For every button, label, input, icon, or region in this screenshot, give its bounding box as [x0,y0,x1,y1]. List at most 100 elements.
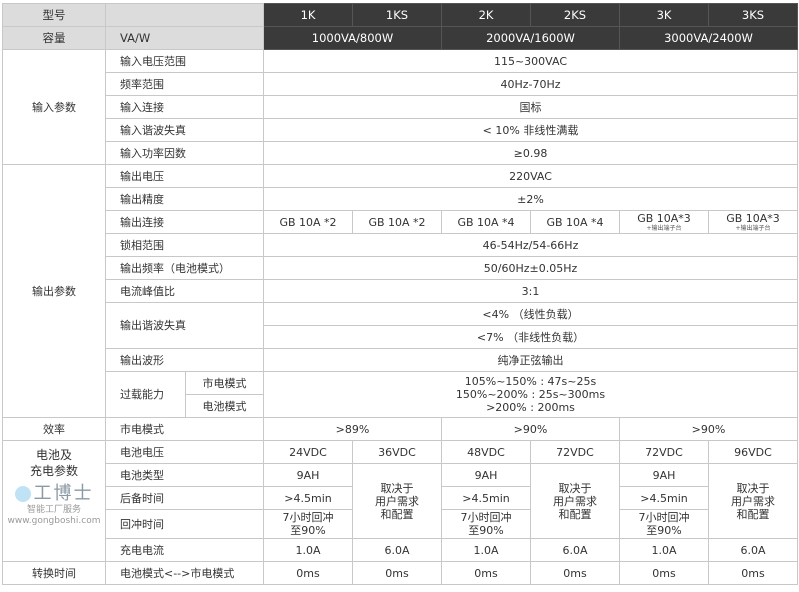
capacity-2k: 2000VA/1600W [441,26,620,50]
row-label: 输入电压范围 [105,49,264,73]
cell: 0ms [708,561,798,585]
model-3k: 3K [619,3,709,27]
capacity-row: 容量 VA/W 1000VA/800W 2000VA/1600W 3000VA/… [2,26,798,50]
row-value: <4% （线性负载） [263,302,798,326]
cell: GB 10A *2 [263,210,353,234]
cell: 9AH [263,463,353,487]
cell-line: 7小时回冲 [282,511,334,524]
cell: >90% [441,417,620,441]
custom-line: 取决于 [558,481,592,495]
cell-line: 至90% [468,524,504,537]
custom-cell: 取决于 用户需求 和配置 [530,463,620,539]
output-group: 输出参数 [2,164,106,418]
cell: 6.0A [530,538,620,562]
row-label: 电池电压 [105,440,264,464]
cell: 0ms [441,561,531,585]
row-label: 输出谐波失真 [105,302,264,349]
watermark: 工博士 智能工厂服务 www.gongboshi.com [3,483,105,527]
row-label: 电池类型 [105,463,264,487]
cell-line: 至90% [290,524,326,537]
cell: >4.5min [619,486,709,510]
cell: 0ms [263,561,353,585]
custom-cell: 取决于 用户需求 和配置 [708,463,798,539]
row-label: 频率范围 [105,72,264,96]
cell-note: +输出端子台 [646,225,682,232]
cell: 6.0A [352,538,442,562]
custom-line: 和配置 [380,507,414,521]
row-label: 输出波形 [105,348,264,372]
overload-mode: 电池模式 [185,394,264,418]
overload-line: 105%~150% : 47s~25s [464,375,597,388]
cell: 0ms [619,561,709,585]
overload-mode: 市电模式 [185,371,264,395]
row-label: 输入功率因数 [105,141,264,165]
cell: GB 10A *4 [441,210,531,234]
row-label: 市电模式 [105,417,264,441]
battery-group-line: 充电参数 [29,464,78,478]
row-value: < 10% 非线性满载 [263,118,798,142]
mascot-icon [14,486,31,502]
cell: 9AH [619,463,709,487]
watermark-brand: 工博士 [33,483,94,504]
custom-line: 用户需求 [553,494,597,508]
cell: 7小时回冲 至90% [263,509,353,539]
model-2ks: 2KS [530,3,620,27]
cell: 1.0A [619,538,709,562]
row-value: 220VAC [263,164,798,188]
model-row: 型号 1K 1KS 2K 2KS 3K 3KS [2,3,798,27]
row-value: 3:1 [263,279,798,303]
cell: 96VDC [708,440,798,464]
cell: 48VDC [441,440,531,464]
row-value: 46-54Hz/54-66Hz [263,233,798,257]
cell: 1.0A [263,538,353,562]
cell: >89% [263,417,442,441]
battery-group: 电池及 充电参数 工博士 智能工厂服务 www.gongboshi.com [2,440,106,562]
row-label: 输出连接 [105,210,264,234]
cell: GB 10A *4 [530,210,620,234]
capacity-3k: 3000VA/2400W [619,26,798,50]
row-label: 充电电流 [105,538,264,562]
cell-note: +输出端子台 [735,225,771,232]
cell: >90% [619,417,798,441]
cell: 7小时回冲 至90% [619,509,709,539]
row-label: 电池模式<-->市电模式 [105,561,264,585]
custom-line: 用户需求 [375,494,419,508]
cell-line: 7小时回冲 [460,511,512,524]
row-label: 电流峰值比 [105,279,264,303]
cell: 7小时回冲 至90% [441,509,531,539]
custom-line: 取决于 [380,481,414,495]
cell: 24VDC [263,440,353,464]
row-label: 输出频率（电池模式） [105,256,264,280]
input-group: 输入参数 [2,49,106,165]
watermark-slogan: 智能工厂服务 [26,505,81,515]
custom-line: 和配置 [736,507,770,521]
cell: 0ms [530,561,620,585]
row-label: 过载能力 [105,371,186,418]
capacity-unit: VA/W [105,26,264,50]
custom-line: 用户需求 [731,494,775,508]
overload-line: >200% : 200ms [486,401,575,414]
row-value: 50/60Hz±0.05Hz [263,256,798,280]
cell: >4.5min [263,486,353,510]
watermark-url: www.gongboshi.com [7,516,101,526]
cell: 1.0A [441,538,531,562]
spec-table: 型号 1K 1KS 2K 2KS 3K 3KS 容量 VA/W 1000VA/8… [2,3,798,585]
cell: 72VDC [530,440,620,464]
row-label: 输出精度 [105,187,264,211]
transfer-group: 转换时间 [2,561,106,585]
custom-cell: 取决于 用户需求 和配置 [352,463,442,539]
cell: >4.5min [441,486,531,510]
row-value: ±2% [263,187,798,211]
row-label: 输入连接 [105,95,264,119]
custom-line: 和配置 [558,507,592,521]
battery-group-line: 电池及 [35,448,72,462]
row-value: ≥0.98 [263,141,798,165]
efficiency-group: 效率 [2,417,106,441]
row-label: 回冲时间 [105,509,264,539]
row-value: 40Hz-70Hz [263,72,798,96]
cell-value: GB 10A*3 [726,212,780,225]
cell: 72VDC [619,440,709,464]
row-label: 后备时间 [105,486,264,510]
row-value: 国标 [263,95,798,119]
overload-line: 150%~200% : 25s~300ms [455,388,606,401]
